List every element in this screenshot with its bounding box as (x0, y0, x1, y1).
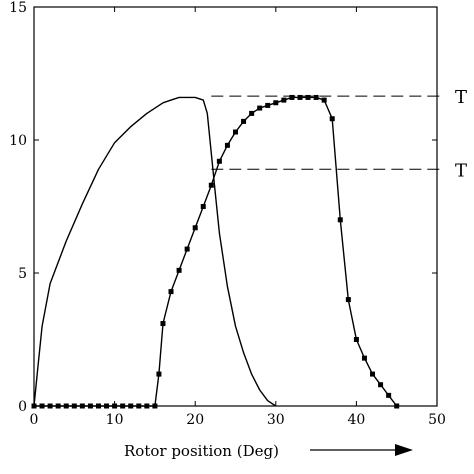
data-point (249, 110, 255, 116)
data-point (208, 182, 214, 188)
data-point (345, 297, 351, 303)
data-point (353, 337, 359, 342)
data-point (120, 403, 126, 409)
data-point (321, 97, 327, 103)
y-tick-label: 0 (18, 399, 27, 415)
data-point (361, 355, 367, 361)
data-point (281, 97, 287, 103)
data-point (192, 225, 198, 231)
x-tick-label: 30 (267, 412, 285, 428)
reference-line-label: T (455, 160, 467, 181)
data-point (233, 129, 238, 135)
data-point (370, 371, 376, 377)
data-point (104, 403, 110, 409)
data-point (79, 403, 85, 409)
reference-lines: TT (211, 87, 467, 181)
tick-labels: 0 10 20 30 40 50 0 5 10 15 (9, 0, 446, 428)
data-point (394, 403, 400, 409)
x-axis-title: Rotor position (Deg) (124, 442, 279, 460)
data-point (305, 94, 311, 100)
x-tick-label: 0 (30, 412, 39, 428)
data-point (241, 118, 247, 124)
data-point (168, 289, 174, 295)
data-point (156, 371, 162, 377)
data-point (144, 403, 150, 409)
series-group (31, 94, 400, 409)
data-point (160, 321, 166, 327)
data-point (63, 403, 69, 409)
y-tick-label: 10 (9, 133, 27, 149)
x-axis-arrow (310, 444, 413, 456)
data-point (31, 403, 37, 409)
data-point (55, 403, 61, 409)
data-point (47, 403, 53, 409)
data-point (128, 403, 134, 409)
plot-frame (33, 6, 438, 407)
data-point (176, 267, 182, 273)
data-point (112, 403, 118, 409)
data-point (184, 246, 190, 252)
axis-ticks (33, 6, 438, 407)
data-point (152, 403, 158, 409)
data-point (297, 94, 303, 100)
data-point (216, 158, 222, 164)
data-point (329, 116, 335, 122)
data-point (273, 100, 279, 106)
data-point (200, 204, 206, 209)
data-point (71, 403, 77, 409)
data-point (313, 94, 319, 100)
series-line-2 (34, 96, 398, 407)
data-point (386, 392, 392, 398)
series-line-1 (33, 96, 277, 407)
data-point (257, 105, 263, 111)
x-tick-label: 10 (106, 412, 124, 428)
data-point (87, 403, 93, 409)
y-tick-label: 5 (18, 266, 27, 282)
data-point (378, 382, 384, 388)
reference-line-label: T (455, 87, 467, 108)
data-point (337, 217, 343, 223)
data-point (95, 403, 101, 409)
data-point (289, 94, 295, 100)
data-point (224, 142, 230, 148)
data-point (265, 102, 271, 108)
x-tick-label: 20 (186, 412, 204, 428)
x-tick-label: 50 (428, 412, 446, 428)
data-point (39, 403, 45, 409)
data-point (136, 403, 142, 409)
y-tick-label: 15 (9, 0, 27, 16)
x-tick-label: 40 (347, 412, 365, 428)
